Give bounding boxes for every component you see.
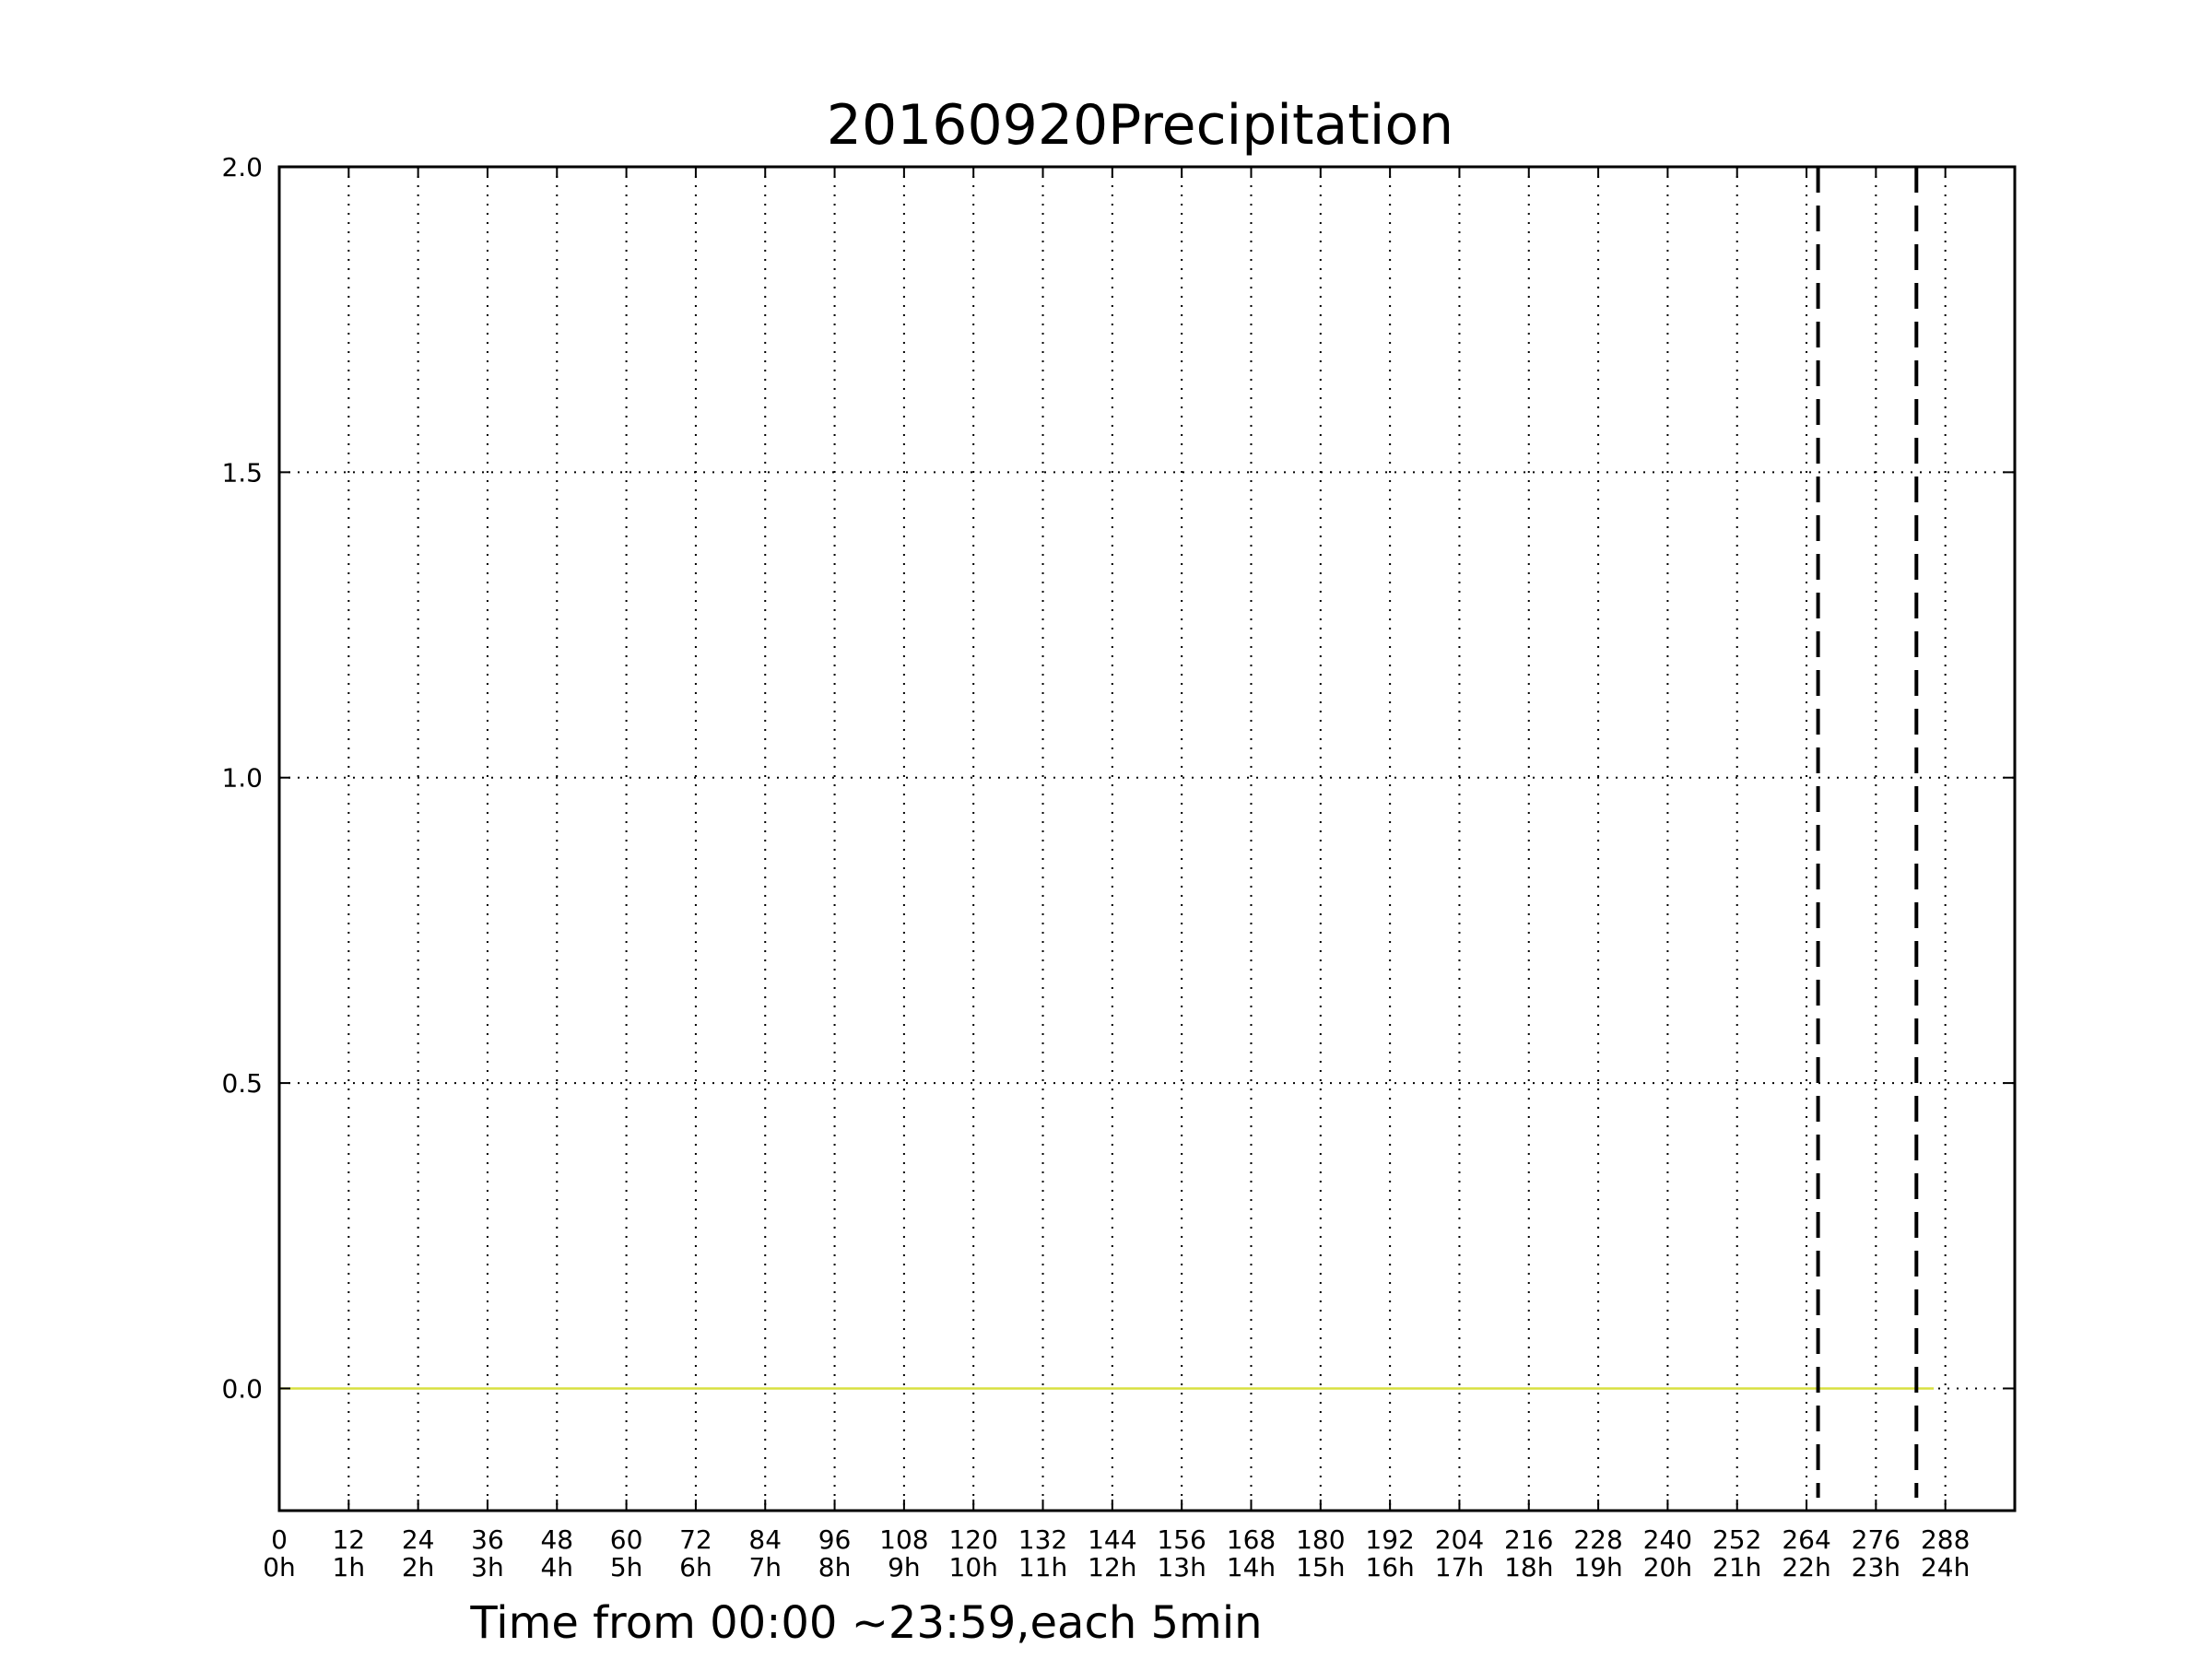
x-tick-label: 156 bbox=[1157, 1524, 1206, 1555]
x-tick-hour-label: 20h bbox=[1643, 1552, 1692, 1583]
x-tick-hour-label: 19h bbox=[1573, 1552, 1622, 1583]
x-tick-label: 60 bbox=[610, 1524, 643, 1555]
x-tick-label: 180 bbox=[1296, 1524, 1345, 1555]
x-tick-label: 276 bbox=[1852, 1524, 1900, 1555]
x-tick-hour-label: 0h bbox=[263, 1552, 296, 1583]
x-tick-label: 168 bbox=[1227, 1524, 1276, 1555]
x-tick-hour-label: 9h bbox=[888, 1552, 921, 1583]
vertical-marker-lines bbox=[1816, 167, 1919, 1498]
y-tick-label: 1.5 bbox=[221, 457, 263, 488]
x-tick-label: 252 bbox=[1712, 1524, 1761, 1555]
x-tick-label: 36 bbox=[471, 1524, 504, 1555]
x-tick-hour-label: 3h bbox=[471, 1552, 504, 1583]
x-tick-hour-label: 7h bbox=[748, 1552, 782, 1583]
y-tick-label: 1.0 bbox=[221, 763, 263, 794]
x-tick-hour-label: 24h bbox=[1921, 1552, 1970, 1583]
x-tick-label: 288 bbox=[1921, 1524, 1970, 1555]
x-tick-hour-label: 4h bbox=[540, 1552, 573, 1583]
x-tick-label: 48 bbox=[540, 1524, 573, 1555]
x-tick-label: 216 bbox=[1504, 1524, 1553, 1555]
grid-lines bbox=[278, 166, 2015, 1511]
x-tick-hour-label: 16h bbox=[1365, 1552, 1414, 1583]
x-tick-hour-label: 13h bbox=[1157, 1552, 1206, 1583]
x-tick-hour-label: 8h bbox=[818, 1552, 852, 1583]
x-tick-label: 240 bbox=[1643, 1524, 1692, 1555]
x-tick-label: 24 bbox=[402, 1524, 435, 1555]
y-tick-label: 0.5 bbox=[221, 1068, 263, 1099]
x-tick-label: 12 bbox=[332, 1524, 365, 1555]
x-tick-hour-label: 5h bbox=[610, 1552, 643, 1583]
x-tick-hour-label: 11h bbox=[1018, 1552, 1067, 1583]
x-tick-hour-label: 23h bbox=[1852, 1552, 1900, 1583]
x-axis-label: Time from 00:00 ~23:59,each 5min bbox=[469, 1597, 1262, 1649]
plot-frame bbox=[277, 165, 2017, 1512]
x-tick-hour-label: 10h bbox=[949, 1552, 998, 1583]
x-tick-label: 228 bbox=[1573, 1524, 1622, 1555]
x-tick-hour-label: 2h bbox=[402, 1552, 435, 1583]
chart-title: 20160920Precipitation bbox=[827, 93, 1453, 158]
x-tick-label: 144 bbox=[1088, 1524, 1136, 1555]
x-tick-label: 0 bbox=[271, 1524, 288, 1555]
x-tick-label: 204 bbox=[1435, 1524, 1484, 1555]
x-tick-label: 264 bbox=[1782, 1524, 1830, 1555]
y-tick-label: 2.0 bbox=[221, 152, 263, 182]
x-tick-label: 120 bbox=[948, 1524, 997, 1555]
x-tick-hour-label: 22h bbox=[1782, 1552, 1830, 1583]
x-tick-hour-label: 6h bbox=[679, 1552, 712, 1583]
x-tick-label: 96 bbox=[818, 1524, 852, 1555]
x-tick-label: 72 bbox=[679, 1524, 712, 1555]
x-tick-hour-label: 12h bbox=[1088, 1552, 1136, 1583]
x-tick-hour-label: 14h bbox=[1227, 1552, 1276, 1583]
x-tick-label: 108 bbox=[879, 1524, 928, 1555]
y-tick-label: 0.0 bbox=[221, 1373, 263, 1404]
x-tick-hour-label: 15h bbox=[1296, 1552, 1345, 1583]
x-tick-label: 132 bbox=[1018, 1524, 1067, 1555]
x-tick-label: 84 bbox=[748, 1524, 782, 1555]
x-tick-hour-label: 21h bbox=[1712, 1552, 1761, 1583]
x-tick-hour-label: 1h bbox=[333, 1552, 366, 1583]
x-tick-hour-label: 18h bbox=[1504, 1552, 1553, 1583]
x-tick-hour-label: 17h bbox=[1435, 1552, 1484, 1583]
x-tick-label: 192 bbox=[1365, 1524, 1414, 1555]
